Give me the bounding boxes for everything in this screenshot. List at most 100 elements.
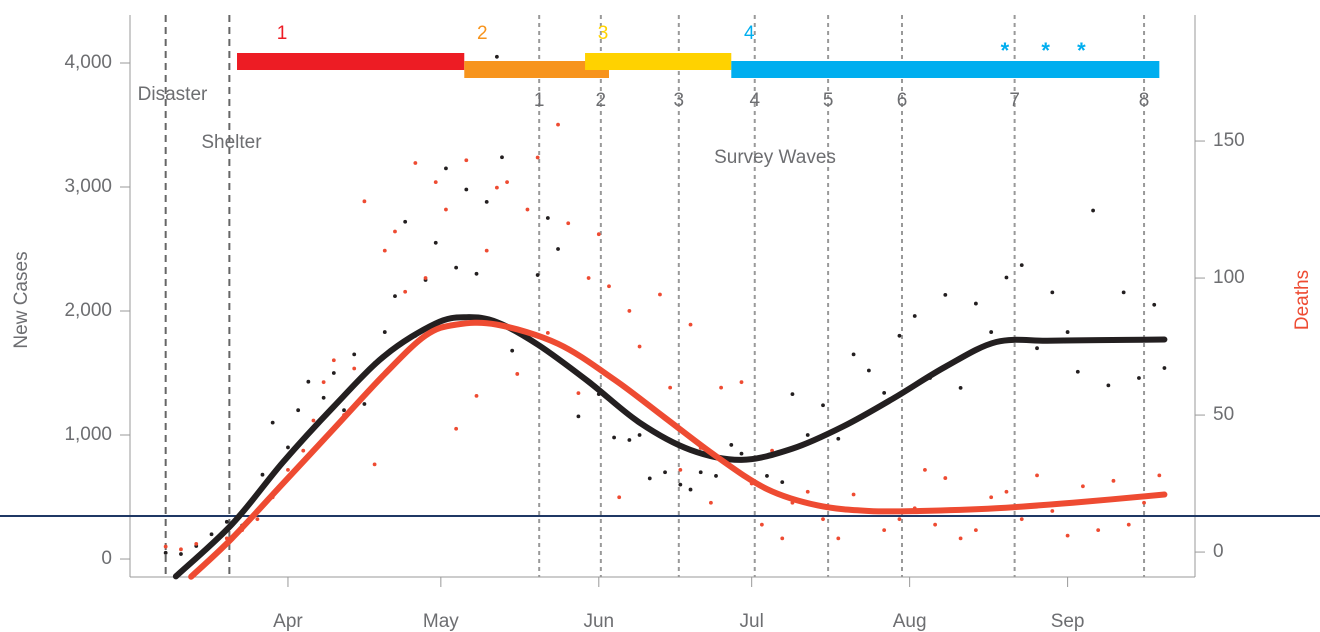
wave-label: 5: [823, 90, 834, 111]
data-point: [454, 265, 459, 270]
data-point: [882, 390, 887, 395]
x-tick-label: Jun: [583, 611, 614, 632]
y2-tick-label: 100: [1213, 267, 1245, 288]
data-point: [352, 352, 357, 357]
x-tick-label: May: [423, 611, 459, 632]
data-point: [510, 348, 515, 353]
data-point: [658, 292, 662, 297]
data-point: [759, 522, 764, 527]
y-axis-title: New Cases: [11, 251, 32, 348]
data-point: [403, 219, 408, 224]
data-point: [688, 487, 693, 492]
y-tick-label: 3,000: [64, 176, 112, 197]
data-point: [179, 547, 183, 552]
event-label: Shelter: [201, 132, 262, 153]
data-point: [729, 443, 734, 447]
wave-label: 8: [1139, 90, 1150, 111]
data-point: [382, 248, 387, 253]
data-point: [790, 392, 795, 396]
waves-title: Survey Waves: [714, 147, 836, 168]
data-point: [627, 438, 632, 442]
data-point: [494, 54, 499, 59]
marker: *: [1041, 38, 1050, 63]
data-point: [678, 482, 683, 487]
data-point: [714, 474, 718, 478]
data-point: [851, 352, 856, 357]
data-point: [668, 385, 673, 390]
data-point: [698, 470, 703, 475]
data-point: [500, 155, 504, 160]
data-point: [464, 158, 469, 163]
data-point: [912, 314, 917, 318]
x-tick-label: Aug: [893, 611, 927, 632]
data-point: [301, 448, 306, 453]
data-point: [1142, 500, 1146, 505]
fit-line: [188, 319, 1168, 580]
period-label: 4: [744, 23, 755, 44]
data-point: [494, 185, 499, 190]
x-tick-label: Apr: [273, 611, 303, 632]
data-point: [556, 122, 560, 127]
wave-label: 2: [596, 90, 607, 111]
period-label: 3: [598, 23, 609, 44]
data-point: [1152, 302, 1157, 307]
data-point: [958, 536, 963, 541]
data-point: [260, 472, 265, 477]
data-point: [1004, 489, 1009, 494]
data-point: [464, 187, 469, 192]
marker: *: [1077, 38, 1086, 63]
data-point: [224, 519, 229, 524]
data-point: [1080, 484, 1085, 489]
wave-label: 4: [749, 90, 760, 111]
data-point: [647, 476, 652, 481]
data-point: [586, 276, 591, 280]
data-point: [321, 395, 326, 400]
data-point: [382, 330, 387, 334]
data-point: [270, 420, 275, 425]
y-tick-label: 2,000: [64, 300, 112, 321]
data-point: [943, 292, 948, 297]
data-point: [1065, 533, 1070, 538]
data-point: [1019, 517, 1024, 522]
data-point: [1121, 290, 1126, 295]
data-point: [596, 232, 601, 237]
period-bar: [237, 53, 465, 70]
data-point: [362, 199, 367, 204]
data-point: [306, 379, 311, 384]
data-point: [331, 371, 336, 375]
x-tick-label: Sep: [1051, 611, 1085, 632]
wave-label: 1: [534, 90, 545, 111]
data-point: [545, 216, 550, 220]
data-point: [989, 330, 994, 334]
data-point: [607, 284, 611, 289]
data-point: [923, 467, 927, 472]
data-point: [331, 358, 336, 363]
data-point: [484, 248, 489, 253]
data-point: [362, 402, 367, 406]
period-label: 1: [277, 23, 288, 44]
data-point: [1111, 478, 1116, 483]
data-point: [393, 229, 397, 234]
data-point: [474, 393, 479, 398]
data-point: [739, 451, 744, 456]
data-point: [484, 199, 489, 204]
data-point: [882, 528, 887, 533]
data-point: [851, 492, 856, 497]
x-tick-label: Jul: [740, 611, 764, 632]
data-point: [413, 161, 418, 165]
data-point: [163, 544, 168, 549]
data-point: [505, 180, 509, 185]
data-point: [525, 207, 530, 212]
data-point: [617, 495, 622, 500]
data-point: [866, 368, 871, 373]
data-point: [474, 271, 479, 276]
data-point: [780, 536, 785, 541]
data-point: [194, 541, 199, 546]
data-point: [836, 536, 841, 541]
data-point: [821, 403, 825, 408]
data-point: [311, 418, 316, 423]
data-point: [1096, 528, 1101, 533]
y2-tick-label: 50: [1213, 404, 1234, 425]
data-point: [1075, 369, 1080, 374]
marker: *: [1001, 38, 1010, 63]
